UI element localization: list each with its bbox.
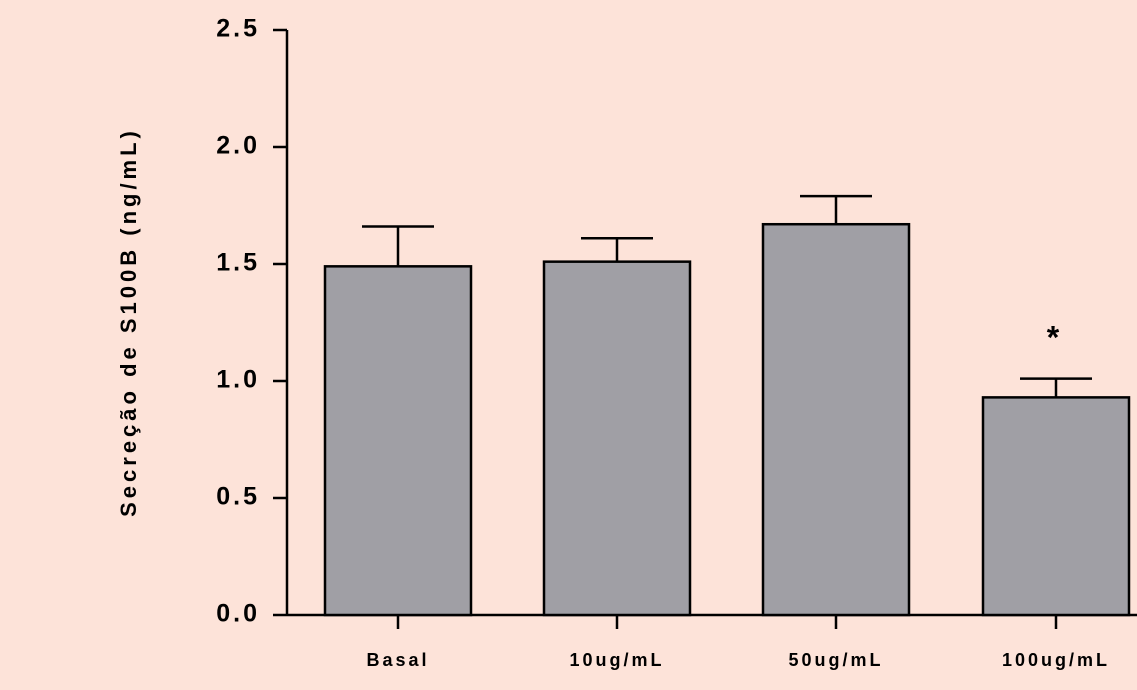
bars-group: *	[323, 194, 1131, 617]
bar	[323, 265, 473, 617]
bar	[981, 396, 1131, 617]
y-tick-label: 0.5	[216, 483, 260, 511]
y-tick-label: 0.0	[216, 600, 260, 628]
y-axis-title: Secreção de S100B (ng/mL)	[116, 127, 141, 517]
y-axis: 0.0 0.5 1.0 1.5 2.0 2.5	[216, 15, 289, 628]
y-tick-label: 2.0	[216, 132, 260, 160]
bar	[542, 260, 692, 617]
y-tick-label: 2.5	[216, 15, 260, 43]
x-tick-label: Basal	[366, 650, 429, 670]
x-tick-label: 50ug/mL	[788, 650, 883, 670]
y-tick-label: 1.5	[216, 249, 260, 277]
y-tick-label: 1.0	[216, 366, 260, 394]
bar	[761, 222, 911, 617]
x-tick-label: 10ug/mL	[569, 650, 664, 670]
x-tick-label: 100ug/mL	[1002, 650, 1110, 670]
x-axis: Basal 10ug/mL 50ug/mL 100ug/mL	[287, 613, 1137, 670]
significance-marker: *	[1047, 320, 1060, 356]
